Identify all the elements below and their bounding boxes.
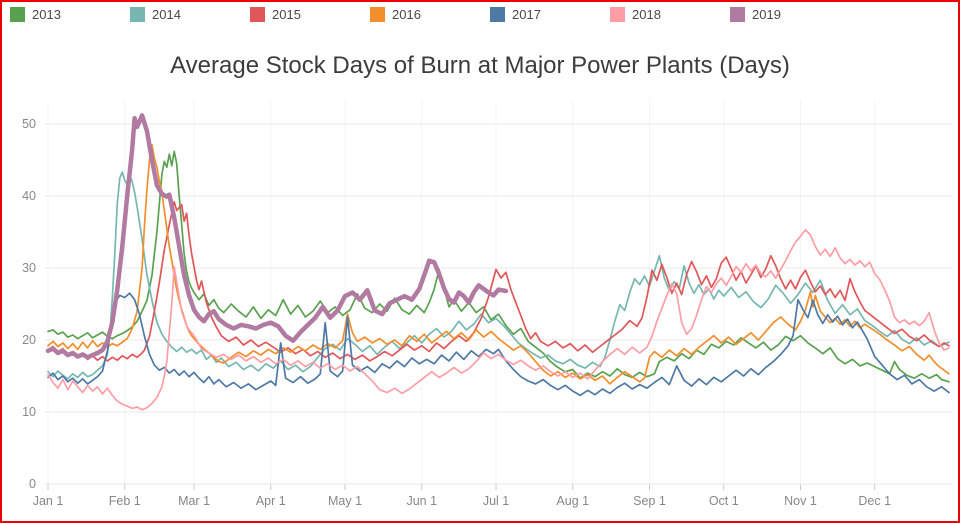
series-line-2015[interactable] (47, 200, 950, 362)
y-axis-label: 50 (22, 117, 36, 131)
series-line-2014[interactable] (47, 171, 950, 380)
x-axis-label: Aug 1 (556, 494, 589, 508)
x-axis-label: Sep 1 (633, 494, 666, 508)
chart-title: Average Stock Days of Burn at Major Powe… (170, 52, 790, 79)
y-axis-label: 40 (22, 189, 36, 203)
legend-item-2018[interactable]: 2018 (610, 7, 730, 22)
legend-item-label: 2016 (392, 7, 421, 22)
y-axis-label: 30 (22, 261, 36, 275)
legend-swatch-icon (250, 7, 265, 22)
x-axis-label: Jul 1 (483, 494, 509, 508)
legend-swatch-icon (490, 7, 505, 22)
legend-item-2014[interactable]: 2014 (130, 7, 250, 22)
x-axis-label: May 1 (328, 494, 362, 508)
x-axis-label: Jan 1 (33, 494, 64, 508)
series-line-2016[interactable] (47, 144, 950, 385)
legend-swatch-icon (730, 7, 745, 22)
legend-swatch-icon (10, 7, 25, 22)
x-axis-label: Nov 1 (784, 494, 817, 508)
y-axis-label: 10 (22, 405, 36, 419)
x-axis-label: Apr 1 (256, 494, 286, 508)
legend-item-label: 2017 (512, 7, 541, 22)
x-axis-label: Dec 1 (858, 494, 891, 508)
y-axis-label: 20 (22, 333, 36, 347)
series-line-2018[interactable] (47, 228, 950, 411)
legend: 2013 2014 2015 2016 2017 2018 2019 (10, 7, 850, 22)
legend-item-2015[interactable]: 2015 (250, 7, 370, 22)
series-line-2019[interactable] (45, 113, 509, 360)
x-axis-label: Mar 1 (178, 494, 210, 508)
legend-item-2016[interactable]: 2016 (370, 7, 490, 22)
x-axis-label: Feb 1 (109, 494, 141, 508)
legend-item-2019[interactable]: 2019 (730, 7, 850, 22)
y-axis-label: 0 (29, 477, 36, 491)
legend-item-label: 2019 (752, 7, 781, 22)
legend-item-2013[interactable]: 2013 (10, 7, 130, 22)
legend-item-label: 2015 (272, 7, 301, 22)
x-axis-label: Oct 1 (709, 494, 739, 508)
legend-swatch-icon (370, 7, 385, 22)
x-axis-label: Jun 1 (406, 494, 437, 508)
legend-item-label: 2013 (32, 7, 61, 22)
series-line-2013[interactable] (47, 150, 950, 383)
legend-item-2017[interactable]: 2017 (490, 7, 610, 22)
series-line-2017[interactable] (47, 292, 950, 397)
legend-item-label: 2014 (152, 7, 181, 22)
legend-swatch-icon (610, 7, 625, 22)
legend-swatch-icon (130, 7, 145, 22)
legend-item-label: 2018 (632, 7, 661, 22)
